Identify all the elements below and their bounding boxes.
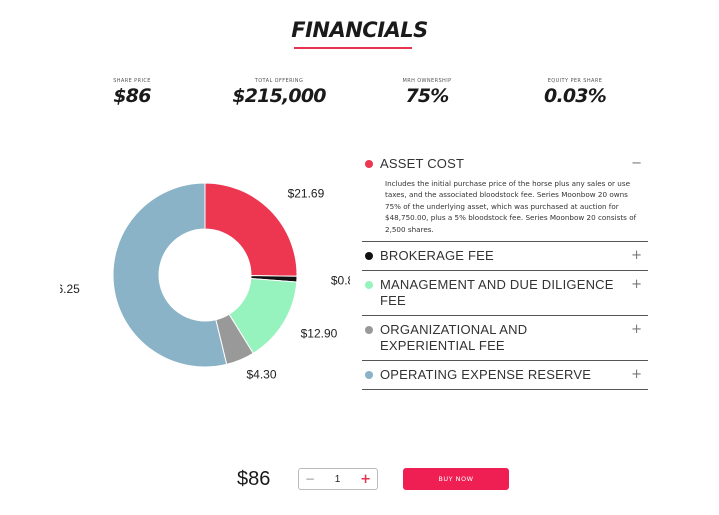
donut-chart: $21.69 $0.86 $12.90 $4.30 $46.25 bbox=[60, 182, 350, 382]
accordion-title: BROKERAGE FEE bbox=[380, 248, 494, 264]
buy-now-button[interactable]: BUY NOW bbox=[403, 468, 509, 490]
title-underline bbox=[294, 47, 412, 49]
stat-label: SHARE PRICE bbox=[113, 78, 151, 84]
stat-value: $86 bbox=[113, 85, 151, 107]
accordion-item-brokerage-fee: BROKERAGE FEE + bbox=[362, 242, 648, 272]
slice-label-organizational-and-experiential-fee: $4.30 bbox=[247, 368, 277, 382]
legend-dot bbox=[365, 326, 373, 335]
legend-dot bbox=[365, 160, 373, 168]
accordion-item-operating-reserve: OPERATING EXPENSE RESERVE + bbox=[362, 361, 648, 391]
stat-label: EQUITY PER SHARE bbox=[547, 78, 603, 84]
accordion-header-organizational-fee[interactable]: ORGANIZATIONAL AND EXPERIENTIAL FEE + bbox=[362, 316, 648, 360]
purchase-price: $86 bbox=[237, 468, 271, 490]
expand-icon[interactable]: + bbox=[631, 367, 642, 383]
accordion-title: OPERATING EXPENSE RESERVE bbox=[380, 367, 592, 383]
quantity-stepper: − 1 + bbox=[298, 468, 378, 490]
accordion-item-asset-cost: ASSET COST − Includes the initial purcha… bbox=[362, 150, 648, 243]
slice-operating-expense-reserve bbox=[112, 182, 228, 368]
accordion-title: ORGANIZATIONAL AND EXPERIENTIAL FEE bbox=[380, 322, 528, 354]
legend-dot bbox=[365, 371, 373, 380]
accordion-header-operating-reserve[interactable]: OPERATING EXPENSE RESERVE + bbox=[362, 361, 648, 389]
stat-value: 0.03% bbox=[544, 85, 607, 107]
stat-total-offering: TOTAL OFFERING $215,000 bbox=[209, 78, 349, 107]
legend-dot bbox=[365, 281, 373, 290]
accordion-title: MANAGEMENT AND DUE DILIGENCE FEE bbox=[380, 277, 614, 309]
slice-label-management-and-due-diligence-fee: $12.90 bbox=[301, 326, 338, 340]
accordion-title: ASSET COST bbox=[380, 156, 465, 171]
expand-icon[interactable]: + bbox=[631, 322, 642, 338]
collapse-icon[interactable]: − bbox=[631, 156, 642, 171]
accordion-header-management-fee[interactable]: MANAGEMENT AND DUE DILIGENCE FEE + bbox=[362, 271, 648, 315]
increment-button[interactable]: + bbox=[360, 471, 371, 487]
accordion-item-management-fee: MANAGEMENT AND DUE DILIGENCE FEE + bbox=[362, 271, 648, 317]
stat-share-price: SHARE PRICE $86 bbox=[62, 78, 202, 107]
slice-label-brokerage-fee: $0.86 bbox=[331, 273, 350, 287]
decrement-button[interactable]: − bbox=[305, 472, 316, 486]
fee-accordion: ASSET COST − Includes the initial purcha… bbox=[362, 150, 648, 391]
slice-asset-cost bbox=[204, 182, 298, 277]
accordion-header-asset-cost[interactable]: ASSET COST − bbox=[362, 150, 648, 178]
stat-mrh-ownership: MRH OWNERSHIP 75% bbox=[357, 78, 497, 107]
stat-value: $215,000 bbox=[232, 85, 326, 107]
slice-label-asset-cost: $21.69 bbox=[288, 187, 325, 201]
stat-value: 75% bbox=[405, 85, 449, 107]
stat-equity-per-share: EQUITY PER SHARE 0.03% bbox=[505, 78, 645, 107]
page-title: FINANCIALS bbox=[291, 18, 428, 42]
quantity-value[interactable]: 1 bbox=[334, 473, 341, 485]
legend-dot bbox=[365, 252, 373, 261]
stat-label: TOTAL OFFERING bbox=[254, 78, 304, 84]
slice-label-operating-expense-reserve: $46.25 bbox=[60, 282, 80, 296]
expand-icon[interactable]: + bbox=[631, 248, 642, 264]
accordion-body: Includes the initial purchase price of t… bbox=[385, 179, 637, 234]
expand-icon[interactable]: + bbox=[631, 277, 642, 293]
stat-label: MRH OWNERSHIP bbox=[402, 78, 452, 84]
accordion-item-organizational-fee: ORGANIZATIONAL AND EXPERIENTIAL FEE + bbox=[362, 316, 648, 362]
accordion-header-brokerage-fee[interactable]: BROKERAGE FEE + bbox=[362, 242, 648, 270]
